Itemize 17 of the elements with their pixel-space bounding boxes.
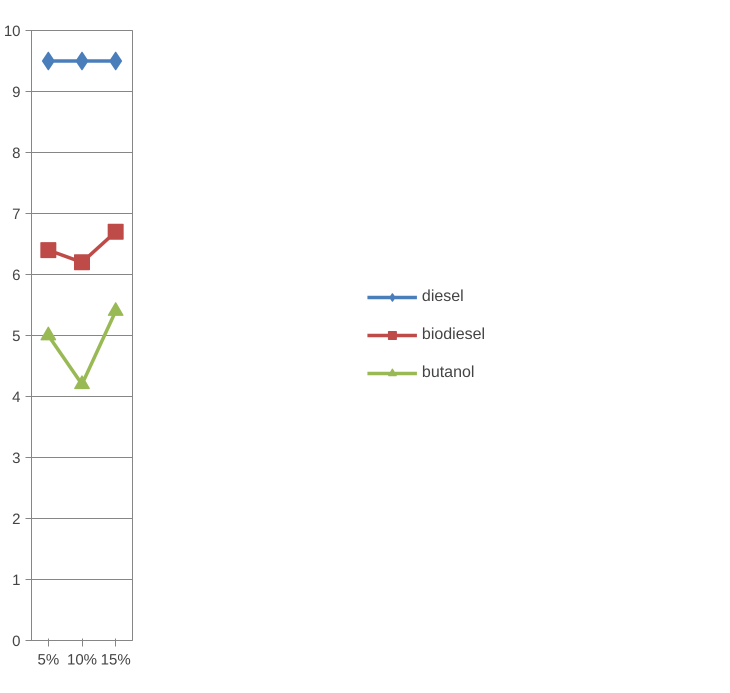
y-tick-label: 6 [12, 267, 20, 284]
y-tick-label: 8 [12, 145, 20, 162]
x-tick-label: 10% [66, 652, 98, 668]
y-tick-label: 4 [12, 389, 20, 406]
y-tick-label: 2 [12, 511, 20, 528]
y-tick-label: 9 [12, 84, 20, 101]
x-tick-label: 15% [100, 652, 131, 668]
y-tick-label: 0 [12, 633, 20, 650]
y-tick-label: 7 [12, 206, 20, 223]
legend-label: biodiesel [422, 326, 486, 344]
y-tick-label: 10 [4, 23, 21, 40]
y-tick-label: 1 [12, 572, 20, 589]
x-tick-label: 5% [37, 652, 60, 668]
y-tick-label: 3 [12, 450, 20, 467]
legend-label: diesel [422, 288, 464, 306]
y-tick-label: 5 [12, 328, 20, 345]
legend-label: butanol [422, 364, 474, 382]
